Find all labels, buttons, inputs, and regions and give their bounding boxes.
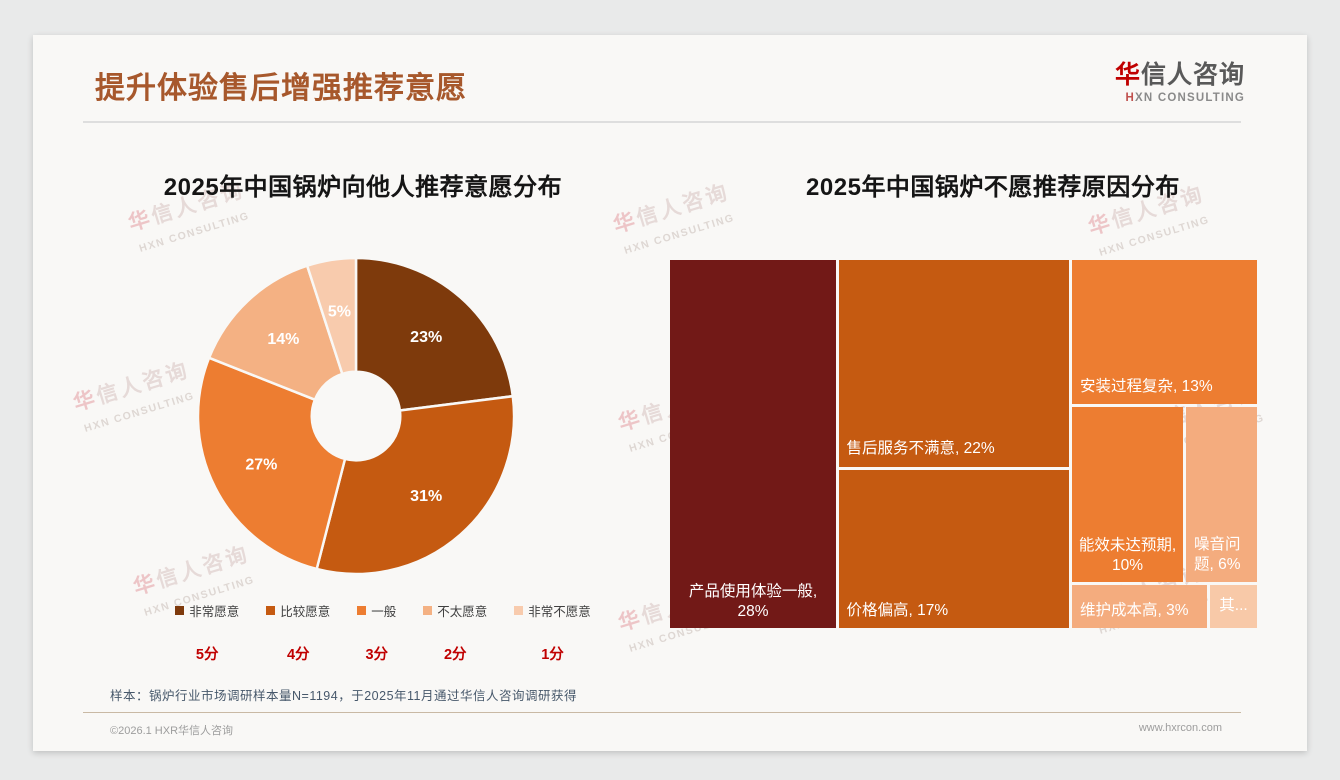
slide-content: 提升体验售后增强推荐意愿 华信人咨询 HXN CONSULTING 2025年中… [33,35,1307,751]
legend-swatch-2 [357,606,367,615]
logo-chinese-name: 华信人咨询 [1114,61,1245,89]
donut-slice-3 [207,264,344,402]
treemap-cell-0: 产品使用体验一般, 28% [670,260,836,628]
treemap-cell-1: 售后服务不满意, 22% [838,260,1069,467]
legend-label-1: 比较愿意 [280,605,331,619]
legend-score-4: 1分 [541,647,564,663]
legend-label-2: 一般 [371,605,397,619]
donut-data-label-3: 14% [267,331,299,348]
treemap-cell-label-6: 维护成本高, 3% [1080,601,1189,619]
legend-item-0: 非常愿意 5分 [175,601,239,664]
treemap-cell-label-3: 安装过程复杂, 13% [1080,377,1213,395]
treemap-cell-label-1: 售后服务不满意, 22% [846,440,995,458]
page-title: 提升体验售后增强推荐意愿 [95,72,467,105]
treemap-cell-6: 维护成本高, 3% [1072,585,1207,628]
donut-chart-title: 2025年中国锅炉向他人推荐意愿分布 [163,174,563,201]
treemap-cell-label-2: 价格偏高, 17% [846,601,949,619]
treemap-cell-7: 其... [1210,585,1257,628]
donut-slice-1 [315,394,516,576]
copyright-text: ©2026.1 HXR华信人咨询 [110,725,234,737]
legend-score-2: 3分 [365,647,389,663]
donut-slice-4 [305,256,358,376]
legend-item-2: 一般 3分 [357,601,396,664]
donut-data-label-4: 5% [328,304,351,321]
treemap-chart-title: 2025年中国锅炉不愿推荐原因分布 [806,174,1180,201]
header-divider [83,121,1241,123]
legend-score-3: 2分 [443,647,467,663]
footer: ©2026.1 HXR华信人咨询 www.hxrcon.com [110,722,1222,738]
treemap-cell-label-4: 能效未达预期, 10% [1078,536,1177,574]
legend-swatch-4 [514,606,524,615]
legend-swatch-1 [266,606,276,615]
donut-chart: 23% 31% 27% 14% 5% [196,256,516,576]
legend-label-4: 非常不愿意 [528,605,591,619]
sample-footnote: 样本：锅炉行业市场调研样本量N=1194，于2025年11月通过华信人咨询调研获… [110,689,577,703]
treemap-chart: 产品使用体验一般, 28% 售后服务不满意, 22% 价格偏高, 17% 安装过程复杂… [670,260,1257,628]
footer-divider [83,712,1241,713]
logo-english-name: HXN CONSULTING [1125,92,1245,104]
donut-data-label-2: 27% [245,457,277,474]
legend-item-4: 非常不愿意 1分 [514,601,591,664]
legend-score-1: 4分 [286,647,310,663]
legend-label-3: 不太愿意 [437,605,488,619]
treemap-cell-5: 噪音问题, 6% [1186,407,1257,582]
legend-swatch-3 [423,606,433,615]
donut-data-label-0: 23% [410,329,442,346]
legend-swatch-0 [175,606,185,615]
slide: 华信人咨询 HXN CONSULTING 华信人咨询 HXN CONSULTING 华信… [33,35,1307,751]
treemap-cell-label-5: 噪音问题, 6% [1194,535,1241,573]
treemap-cell-4: 能效未达预期, 10% [1072,407,1183,582]
legend-label-0: 非常愿意 [189,605,240,619]
legend-item-3: 不太愿意 2分 [423,601,487,664]
donut-legend: 非常愿意 5分 比较愿意 4分 一般 3分 不太愿意 2分 非常不愿意 1分 [103,601,663,664]
treemap-cell-3: 安装过程复杂, 13% [1072,260,1257,404]
donut-slice-2 [196,356,347,571]
donut-slice-0 [354,256,515,412]
treemap-cell-label-0: 产品使用体验一般, 28% [688,582,818,620]
legend-item-1: 比较愿意 4分 [266,601,330,664]
treemap-cell-label-7: 其... [1219,597,1248,615]
treemap-cell-2: 价格偏高, 17% [838,469,1069,628]
company-logo: 华信人咨询 HXN CONSULTING [1115,55,1245,104]
donut-data-label-1: 31% [410,488,442,505]
website-text: www.hxrcon.com [1138,722,1222,734]
legend-score-0: 5分 [195,647,219,663]
